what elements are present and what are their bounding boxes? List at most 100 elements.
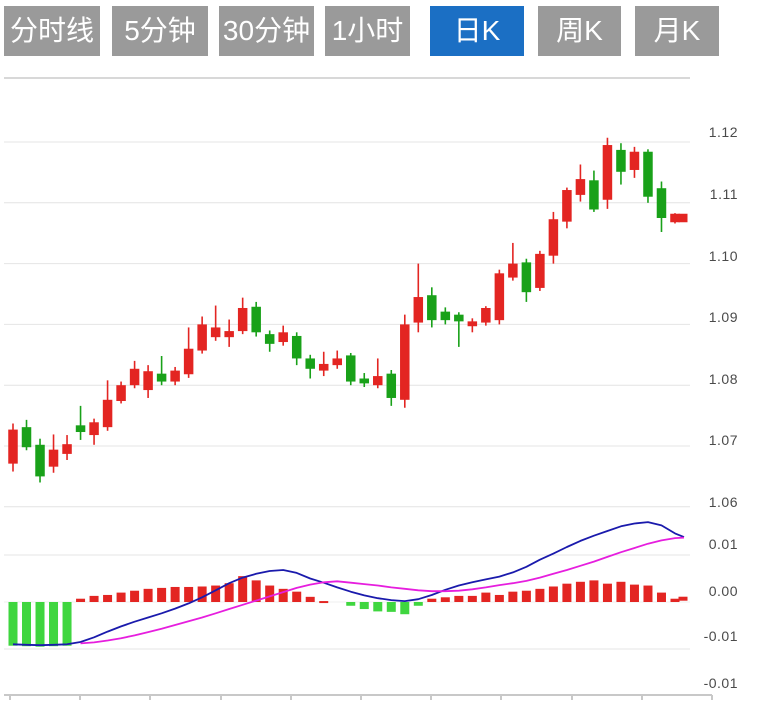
interval-button-3[interactable]: 1小时 bbox=[325, 6, 410, 56]
candle-body bbox=[305, 358, 315, 369]
candle-body bbox=[75, 425, 86, 433]
candle-body bbox=[278, 332, 288, 343]
candle-body bbox=[643, 151, 653, 197]
macd-histogram-bar bbox=[616, 581, 626, 602]
macd-histogram-bar bbox=[467, 595, 477, 602]
candle-body bbox=[602, 145, 613, 200]
macd-histogram-bar bbox=[481, 592, 491, 602]
candle-body bbox=[467, 321, 478, 327]
interval-button-daily-k-active[interactable]: 日K bbox=[430, 6, 524, 56]
candle-body bbox=[494, 273, 505, 321]
macd-histogram-bar bbox=[238, 576, 248, 602]
macd-histogram-bar bbox=[103, 594, 113, 602]
macd-histogram-bar bbox=[143, 588, 153, 602]
candle-body bbox=[8, 429, 18, 464]
price-axis-label: 1.10 bbox=[708, 248, 738, 264]
candle-body bbox=[454, 314, 464, 322]
macd-histogram-bar bbox=[656, 592, 666, 602]
macd-histogram-bar bbox=[8, 602, 18, 646]
macd-histogram-bar bbox=[629, 584, 639, 602]
macd-histogram-bar bbox=[562, 583, 572, 602]
interval-button-2[interactable]: 30分钟 bbox=[219, 6, 314, 56]
macd-histogram-bar bbox=[643, 585, 653, 602]
candle-body bbox=[508, 263, 518, 278]
candle-body bbox=[332, 358, 342, 366]
last-macd-marker bbox=[678, 596, 688, 601]
candle-body bbox=[129, 368, 140, 386]
candle-body bbox=[197, 324, 207, 351]
macd-histogram-bar bbox=[508, 591, 518, 602]
macd-histogram-bar bbox=[575, 581, 585, 602]
interval-button-5[interactable]: 周K bbox=[538, 6, 621, 56]
macd-dea-line bbox=[80, 536, 685, 645]
macd-axis-label: 0.00 bbox=[708, 583, 738, 599]
macd-axis-label: 0.01 bbox=[708, 536, 738, 552]
price-axis-label: 1.08 bbox=[708, 371, 738, 387]
macd-histogram-bar bbox=[670, 598, 680, 602]
macd-histogram-bar bbox=[251, 580, 261, 602]
candle-body bbox=[373, 376, 383, 386]
macd-histogram-bar bbox=[521, 590, 531, 602]
candle-body bbox=[291, 335, 302, 359]
price-axis-label: 1.12 bbox=[708, 124, 738, 140]
candle-body bbox=[656, 188, 667, 218]
candle-body bbox=[575, 179, 586, 195]
candle-body bbox=[359, 378, 370, 384]
macd-histogram-bar bbox=[386, 602, 396, 612]
candle-body bbox=[386, 373, 397, 398]
macd-histogram-bar bbox=[535, 588, 545, 602]
candle-body bbox=[48, 449, 59, 467]
candle-body bbox=[224, 331, 234, 338]
candle-body bbox=[535, 253, 545, 288]
macd-histogram-bar bbox=[319, 601, 329, 604]
candle-body bbox=[116, 385, 126, 402]
candle-body bbox=[318, 363, 329, 371]
candle-body bbox=[548, 219, 559, 256]
price-axis-label: 1.07 bbox=[708, 432, 738, 448]
interval-button-6[interactable]: 月K bbox=[635, 6, 719, 56]
candle-body bbox=[210, 327, 221, 338]
candle-body bbox=[440, 311, 451, 321]
macd-histogram-bar bbox=[346, 602, 356, 606]
interval-button-1[interactable]: 5分钟 bbox=[112, 6, 208, 56]
interval-button-0[interactable]: 分时线 bbox=[4, 6, 100, 56]
macd-histogram-bar bbox=[89, 595, 99, 602]
macd-histogram-bar bbox=[211, 585, 221, 602]
candle-body bbox=[427, 295, 437, 321]
candle-body bbox=[264, 334, 275, 344]
macd-histogram-bar bbox=[35, 602, 45, 647]
macd-histogram-bar bbox=[49, 602, 59, 647]
macd-histogram-bar bbox=[427, 598, 437, 602]
macd-histogram-bar bbox=[292, 591, 302, 602]
candle-body bbox=[521, 262, 532, 293]
candle-body bbox=[102, 399, 113, 428]
last-price-marker bbox=[678, 213, 688, 223]
macd-histogram-bar bbox=[116, 592, 126, 602]
macd-histogram-bar bbox=[197, 586, 207, 602]
candle-body bbox=[616, 149, 626, 172]
macd-histogram-bar bbox=[170, 586, 180, 602]
macd-dif-line bbox=[12, 521, 685, 647]
macd-histogram-bar bbox=[305, 596, 315, 602]
macd-histogram-bar bbox=[76, 598, 86, 602]
macd-histogram-bar bbox=[359, 602, 369, 610]
candle-body bbox=[481, 307, 491, 323]
macd-histogram-bar bbox=[184, 586, 194, 602]
macd-histogram-bar bbox=[265, 585, 275, 602]
price-axis-label: 1.11 bbox=[709, 186, 738, 202]
macd-histogram-bar bbox=[400, 602, 410, 615]
macd-histogram-bar bbox=[454, 595, 464, 602]
candle-body bbox=[89, 422, 99, 436]
macd-histogram-bar bbox=[589, 580, 599, 602]
macd-histogram-bar bbox=[22, 602, 32, 647]
macd-histogram-bar bbox=[413, 602, 423, 606]
candle-body bbox=[237, 307, 248, 332]
macd-histogram-bar bbox=[373, 602, 383, 612]
macd-histogram-bar bbox=[278, 588, 288, 602]
candle-body bbox=[400, 324, 410, 400]
candle-body bbox=[156, 373, 167, 382]
macd-histogram-bar bbox=[440, 597, 450, 602]
candle-body bbox=[183, 348, 194, 375]
candle-body bbox=[143, 371, 153, 391]
